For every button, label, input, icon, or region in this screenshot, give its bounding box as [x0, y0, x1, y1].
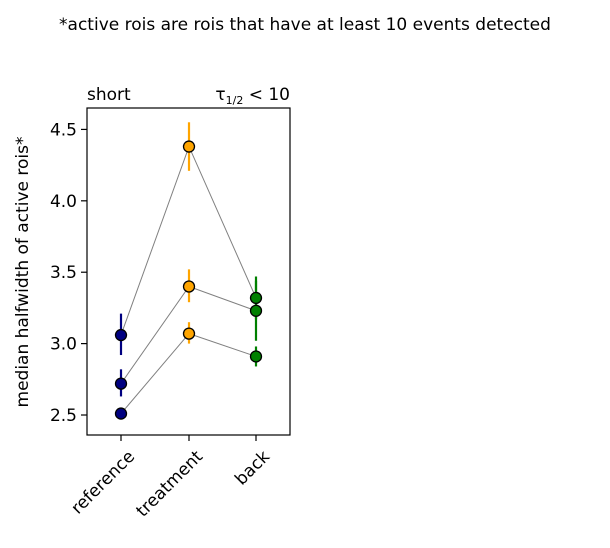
- y-tick-label: 3.5: [50, 263, 77, 283]
- x-tick-label-back: back: [231, 447, 274, 490]
- axes-frame: [86, 107, 291, 436]
- chart-title-right: τ1/2 < 10: [215, 85, 290, 107]
- point-treatment-1: [182, 140, 196, 153]
- data-points: [114, 140, 263, 420]
- point-treatment-3: [182, 327, 196, 340]
- x-tick-label-treatment: treatment: [133, 447, 208, 522]
- x-tick-label-reference: reference: [67, 447, 139, 519]
- point-reference-3: [114, 407, 128, 420]
- y-axis-label: median halfwidth of active rois*: [13, 137, 33, 408]
- chart-title-left: short: [87, 85, 131, 105]
- y-tick-label: 4.5: [50, 120, 77, 140]
- point-reference-2: [114, 377, 128, 390]
- point-back-2: [249, 304, 263, 317]
- error-bars: [119, 122, 258, 418]
- y-tick-label: 2.5: [50, 406, 77, 426]
- point-back-3: [249, 350, 263, 363]
- y-tick-label: 3.0: [50, 335, 77, 355]
- connector-line-1: [120, 145, 257, 336]
- point-treatment-2: [182, 280, 196, 293]
- figure-suptitle: *active rois are rois that have at least…: [59, 15, 551, 35]
- connector-line-3: [120, 333, 257, 414]
- point-back-1: [249, 291, 263, 305]
- y-axis: 2.5 3.0 3.5 4.0 4.5: [50, 120, 87, 426]
- y-tick-label: 4.0: [50, 192, 77, 212]
- point-reference-1: [114, 328, 128, 342]
